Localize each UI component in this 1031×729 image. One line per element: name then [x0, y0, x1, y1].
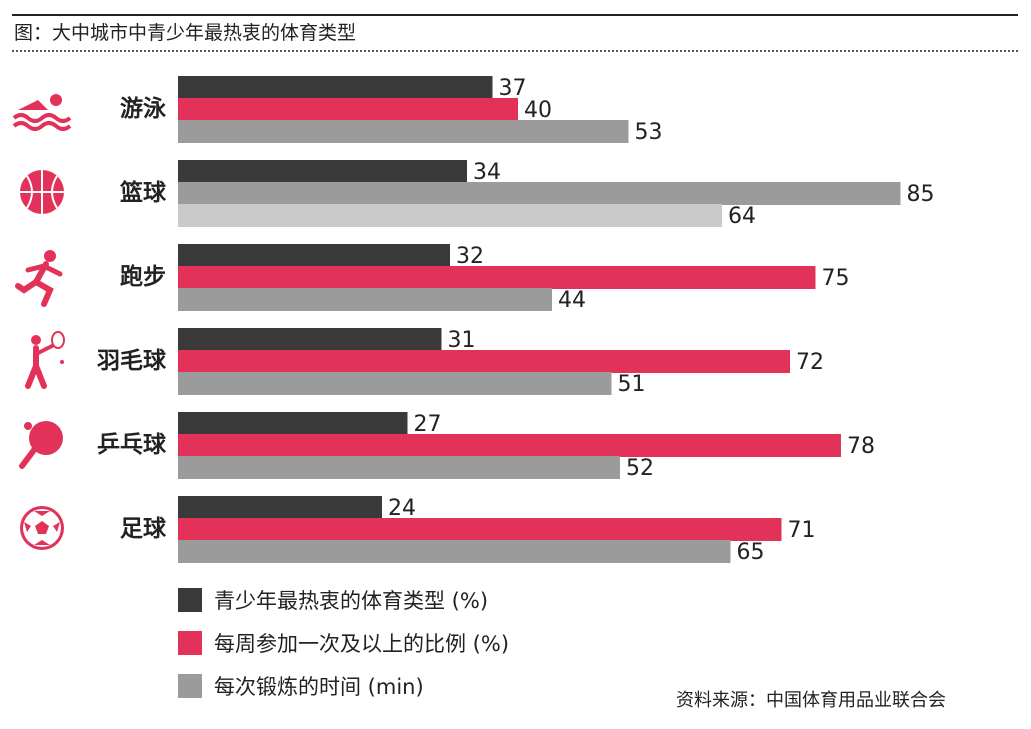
source-note: 资料来源：中国体育用品业联合会 — [676, 690, 946, 711]
basketball-icon — [20, 170, 64, 214]
data-label: 71 — [788, 518, 816, 543]
category-label: 篮球 — [119, 179, 167, 206]
legend-swatch — [178, 588, 202, 612]
bar — [178, 244, 450, 267]
bar — [178, 288, 552, 311]
data-label: 52 — [626, 456, 654, 481]
legend-label: 青少年最热衷的体育类型 (%) — [214, 589, 488, 613]
chart-title: 图：大中城市中青少年最热衷的体育类型 — [14, 22, 357, 44]
data-label: 27 — [414, 412, 442, 437]
data-label: 65 — [737, 540, 765, 565]
data-label: 32 — [456, 244, 484, 269]
category-group: 跑步 32 75 44 — [15, 244, 850, 313]
bar — [178, 120, 629, 143]
bar — [178, 160, 467, 183]
bar — [178, 372, 612, 395]
table-tennis-icon — [19, 421, 63, 469]
legend-item: 每周参加一次及以上的比例 (%) — [178, 631, 509, 656]
category-group: 足球 24 71 65 — [20, 496, 816, 565]
soccer-ball-icon — [20, 506, 64, 550]
bar — [178, 204, 722, 227]
data-label: 64 — [728, 204, 756, 229]
data-label: 44 — [558, 288, 586, 313]
category-label: 足球 — [120, 516, 167, 542]
data-label: 75 — [822, 266, 850, 291]
category-label: 羽毛球 — [97, 348, 167, 374]
data-label: 78 — [847, 434, 875, 459]
legend-label: 每周参加一次及以上的比例 (%) — [214, 632, 509, 656]
legend-label: 每次锻炼的时间 (min) — [214, 675, 424, 699]
category-group: 乒乓球 27 78 52 — [19, 412, 875, 481]
data-label: 31 — [448, 328, 476, 353]
data-label: 40 — [524, 98, 552, 123]
data-label: 34 — [473, 160, 501, 185]
badminton-icon — [25, 331, 65, 389]
bar — [178, 266, 816, 289]
category-group: 羽毛球 31 72 51 — [25, 328, 824, 397]
title-rule — [12, 14, 1018, 16]
data-label: 51 — [618, 372, 646, 397]
bar — [178, 540, 731, 563]
legend-item: 青少年最热衷的体育类型 (%) — [178, 588, 488, 613]
bar — [178, 456, 620, 479]
category-group: 篮球 34 85 64 — [20, 160, 935, 229]
data-label: 72 — [796, 350, 824, 375]
bar — [178, 434, 841, 457]
swimmer-icon — [12, 94, 72, 131]
data-label: 53 — [635, 120, 663, 145]
category-label: 乒乓球 — [97, 432, 167, 458]
bar — [178, 518, 782, 541]
bar — [178, 182, 901, 205]
runner-icon — [15, 250, 63, 307]
bar — [178, 328, 442, 351]
legend-swatch — [178, 674, 202, 698]
bar — [178, 76, 493, 99]
data-label: 24 — [388, 496, 416, 521]
bar — [178, 98, 518, 121]
category-label: 跑步 — [120, 264, 166, 290]
bar — [178, 496, 382, 519]
bar — [178, 350, 790, 373]
dotted-divider — [12, 50, 1018, 52]
data-label: 85 — [907, 182, 935, 207]
category-label: 游泳 — [120, 95, 166, 122]
data-label: 37 — [499, 76, 527, 101]
legend-swatch — [178, 631, 202, 655]
legend-item: 每次锻炼的时间 (min) — [178, 674, 424, 699]
bar — [178, 412, 408, 435]
